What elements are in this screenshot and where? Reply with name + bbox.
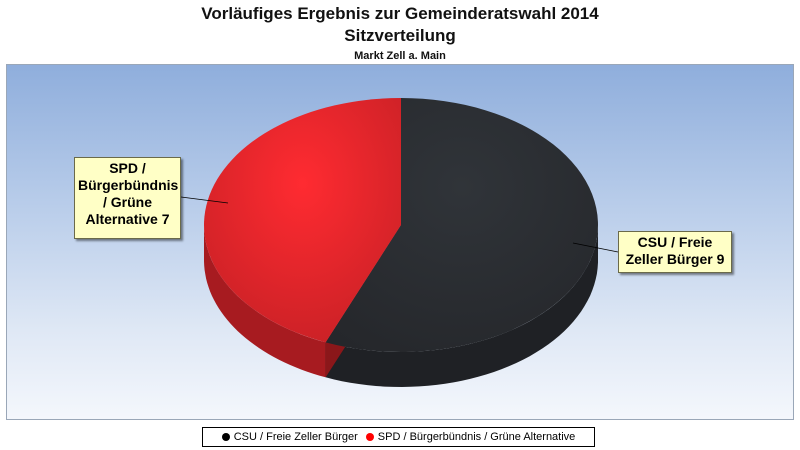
legend-item-spd: SPD / Bürgerbündnis / Grüne Alternative: [365, 431, 576, 443]
legend-label-spd: SPD / Bürgerbündnis / Grüne Alternative: [377, 431, 576, 443]
data-label-csu: CSU / Freie Zeller Bürger 9: [618, 231, 732, 273]
legend-label-csu: CSU / Freie Zeller Bürger: [233, 431, 358, 443]
legend-marker-spd: [365, 433, 374, 441]
leader-line-csu: [572, 242, 619, 253]
legend-item-csu: CSU / Freie Zeller Bürger: [221, 431, 358, 443]
leader-line-spd: [180, 196, 229, 204]
chart-caption: Markt Zell a. Main: [354, 50, 446, 62]
data-label-spd: SPD / Bürgerbündnis / Grüne Alternative …: [74, 157, 181, 239]
chart-title: Vorläufiges Ergebnis zur Gemeinderatswah…: [201, 4, 599, 23]
pie-side-1: [204, 226, 326, 378]
legend-marker-csu: [221, 433, 230, 441]
pie-slice-0: [325, 98, 599, 352]
chart-subtitle: Sitzverteilung: [344, 26, 456, 45]
pie-slice-1: [204, 98, 401, 343]
legend: CSU / Freie Zeller Bürger SPD / Bürgerbü…: [202, 427, 595, 447]
pie-side-0: [325, 227, 598, 387]
